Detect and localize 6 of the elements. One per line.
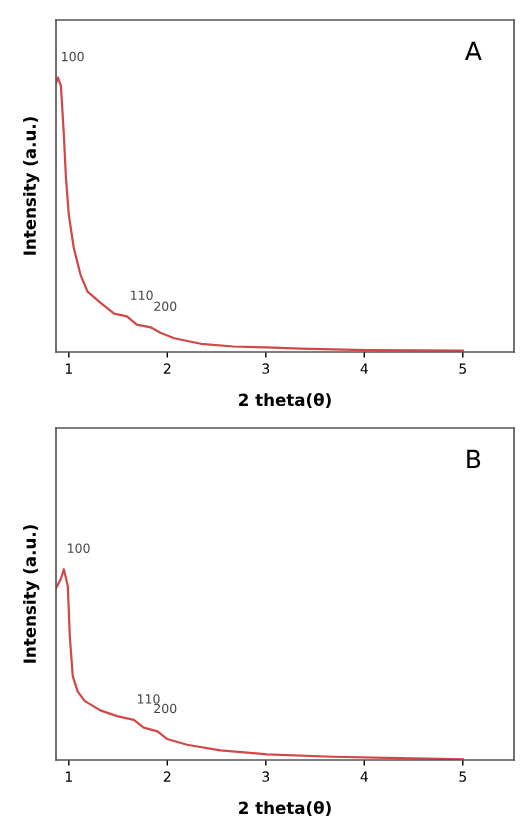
x-axis-title: 2 theta(θ) bbox=[239, 393, 331, 409]
x-axis-title: 2 theta(θ) bbox=[239, 801, 331, 816]
y-axis-title: Intensity (a.u.) bbox=[23, 525, 40, 663]
chart-title: A bbox=[465, 41, 482, 61]
chart-title: B bbox=[467, 449, 481, 469]
y-axis-title: Intensity (a.u.) bbox=[23, 117, 40, 255]
